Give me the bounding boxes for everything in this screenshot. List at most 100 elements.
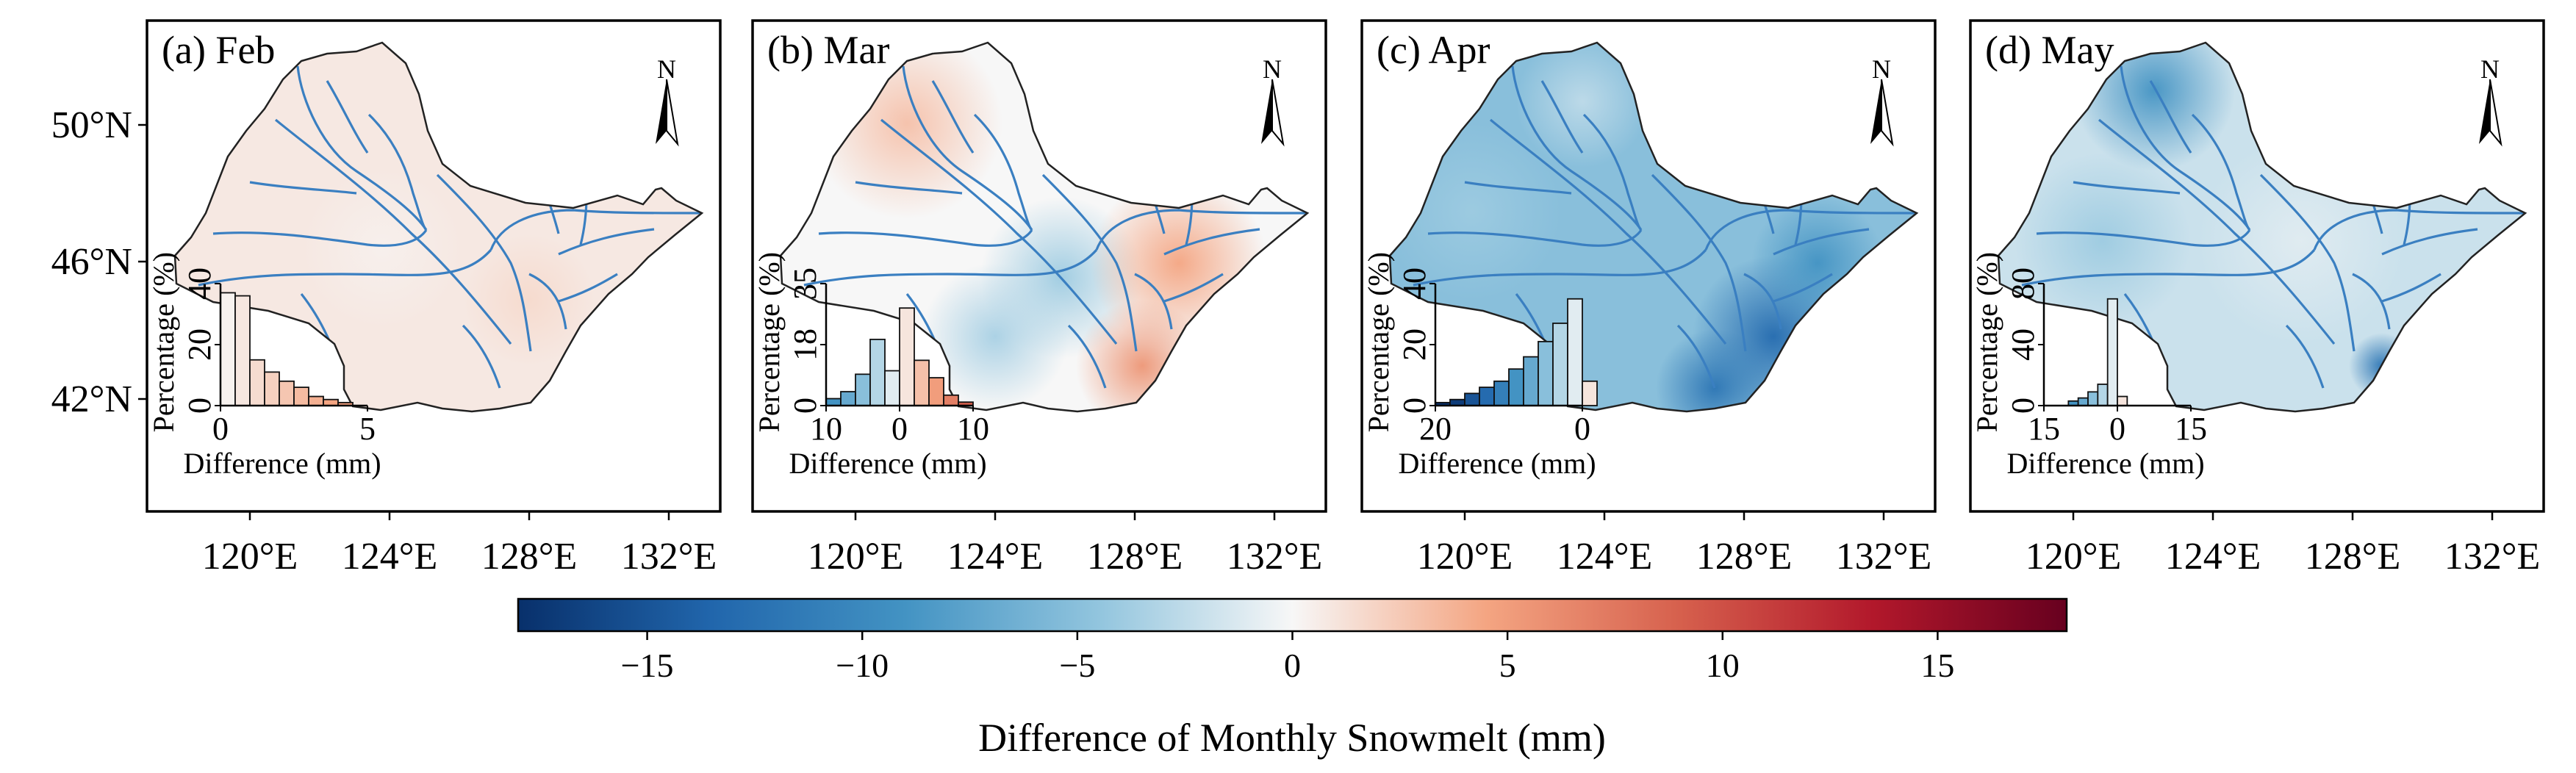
river-line (296, 65, 428, 231)
colorbar-tick-label: 5 (1499, 647, 1516, 684)
histogram-bar (1508, 368, 1524, 406)
histogram-bar (1464, 392, 1480, 406)
lon-tick-label: 128°E (481, 536, 578, 578)
colorbar-gradient (517, 597, 2068, 633)
river-line (1651, 173, 1747, 352)
difference-field (175, 43, 702, 411)
river-line (2381, 228, 2478, 256)
lon-tick-label: 132°E (1836, 536, 1932, 578)
histogram-bar (1567, 298, 1583, 406)
river-line (1041, 173, 1138, 352)
north-label: N (1872, 54, 1891, 84)
panel-title: (d) May (1985, 28, 2114, 72)
river-line (1489, 118, 1727, 345)
histogram-bar (1493, 380, 1510, 406)
hist-x-tick-label: 10 (810, 411, 842, 447)
river-line (2381, 273, 2442, 303)
hist-x-tick-label: 20 (1419, 411, 1452, 447)
lon-tick-label: 120°E (202, 536, 298, 578)
north-arrow-icon: N (1870, 54, 1894, 147)
north-arrow-icon: N (656, 54, 679, 147)
hist-y-tick-label: 40 (182, 267, 218, 300)
river-line (973, 113, 1033, 231)
river-line (1095, 209, 1307, 251)
river-line (2313, 209, 2525, 251)
river-line (1413, 248, 1707, 287)
river-line (558, 273, 618, 303)
lon-tick-label: 128°E (1696, 536, 1793, 578)
lon-tick-label: 132°E (621, 536, 717, 578)
river-line (249, 181, 357, 195)
lon-tick-label: 124°E (2165, 536, 2261, 578)
histogram-bar (1479, 386, 1495, 406)
lon-tick-label: 132°E (2444, 536, 2541, 578)
lat-tick-label: 46°N (51, 241, 132, 283)
hist-y-label: Percentage (%) (753, 252, 786, 432)
panel-title: (b) Mar (767, 28, 889, 72)
north-label: N (2480, 54, 2500, 84)
hist-y-label: Percentage (%) (147, 252, 180, 432)
river-line (1427, 229, 1643, 247)
histogram-bar (1582, 380, 1598, 406)
river-line (902, 65, 1033, 231)
panels-layer: (a) Feb N 120°E 124°E 128°E 132°E 42°N 46°N 50°N… (51, 19, 2545, 578)
lon-tick-label: 120°E (1417, 536, 1513, 578)
histogram-bar (840, 391, 856, 406)
river-line (1540, 80, 1584, 154)
river-line (818, 229, 1033, 247)
river-line (489, 209, 702, 251)
field-anomaly (922, 263, 1069, 410)
histogram-bar (220, 292, 236, 406)
hist-y-tick-label: 0 (182, 398, 218, 414)
river-line (2149, 80, 2192, 154)
river-line (2098, 118, 2336, 345)
hist-y-tick-label: 40 (1396, 267, 1432, 300)
river-network (1413, 65, 1917, 389)
river-line (326, 80, 369, 154)
colorbar-tick-label: 15 (1920, 647, 1954, 684)
lon-tick-label: 124°E (1557, 536, 1653, 578)
histogram-bar (2106, 298, 2118, 406)
lon-tick-label: 128°E (2305, 536, 2401, 578)
lon-tick-label: 124°E (342, 536, 438, 578)
river-line (1163, 273, 1224, 303)
lon-tick-label: 132°E (1227, 536, 1323, 578)
panel-title: (a) Feb (162, 28, 275, 72)
histogram-bar (899, 307, 915, 406)
map-panel-feb: (a) Feb N 120°E 124°E 128°E 132°E 42°N 46°N 50°N… (51, 19, 722, 578)
hist-x-tick-label: 0 (891, 411, 908, 447)
histogram-bar (943, 394, 959, 406)
histogram-bar (293, 386, 309, 406)
lat-tick-label: 50°N (51, 104, 132, 146)
panel-frame (146, 19, 722, 513)
river-line (2191, 113, 2251, 231)
river-line (198, 248, 492, 287)
colorbar-tick-label: −15 (621, 647, 674, 684)
hist-y-tick-label: 80 (2005, 267, 2041, 300)
lon-tick-label: 124°E (947, 536, 1044, 578)
histogram-bar (1552, 323, 1568, 406)
river-network (803, 65, 1307, 389)
field-anomaly (2014, 153, 2191, 329)
hist-x-label: Difference (mm) (183, 447, 381, 480)
panel-frame (1969, 19, 2545, 513)
histogram-bar (1523, 356, 1539, 406)
river-line (1464, 181, 1572, 195)
river-line (558, 228, 655, 256)
histogram-bar (2097, 384, 2109, 406)
histogram-bar (884, 370, 900, 406)
hist-x-label: Difference (mm) (2006, 447, 2204, 480)
river-line (1773, 228, 1870, 256)
hist-y-tick-label: 20 (182, 328, 218, 361)
histogram-bar (855, 373, 871, 406)
river-line (1743, 273, 1782, 330)
river-line (855, 181, 963, 195)
hist-y-tick-label: 35 (787, 267, 823, 300)
river-line (528, 273, 567, 330)
lon-tick-label: 128°E (1087, 536, 1183, 578)
field-anomaly (1516, 43, 1648, 168)
